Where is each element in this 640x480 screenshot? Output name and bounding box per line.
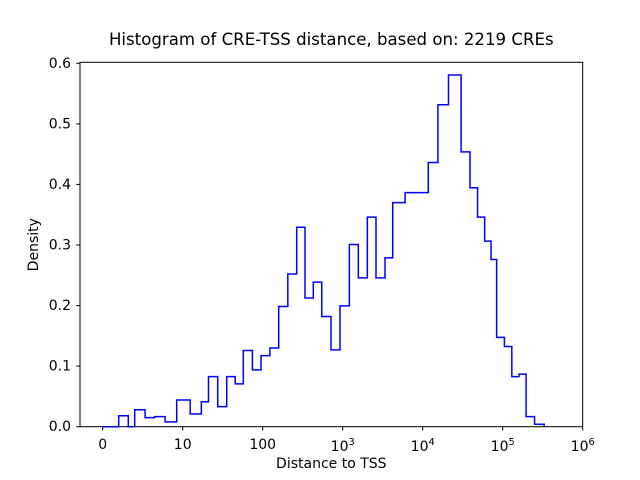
y-tick-label: 0.4 [49, 177, 71, 193]
x-axis-ticks [102, 426, 584, 431]
y-tick-label: 0.2 [49, 298, 71, 314]
plot-area [79, 61, 584, 428]
y-tick-label: 0.6 [49, 56, 71, 72]
histogram-step-line [102, 74, 545, 428]
x-axis-label: Distance to TSS [276, 456, 387, 472]
x-tick-label: 104 [411, 437, 435, 455]
x-tick-label: 10 [174, 437, 192, 453]
x-axis-tick-labels: 0 10 100 103 104 105 106 [98, 437, 594, 455]
x-tick-label: 0 [98, 437, 107, 453]
y-axis-label: Density [26, 218, 42, 271]
plot-title: Histogram of CRE-TSS distance, based on:… [109, 30, 554, 49]
y-tick-label: 0.5 [49, 116, 71, 132]
x-tick-label: 103 [331, 437, 355, 455]
y-tick-label: 0.1 [49, 359, 71, 375]
y-tick-label: 0.3 [49, 238, 71, 254]
y-axis-tick-labels: 0.0 0.1 0.2 0.3 0.4 0.5 0.6 [49, 56, 71, 435]
x-tick-label: 106 [571, 437, 595, 455]
x-tick-label: 105 [491, 437, 515, 455]
y-axis-ticks [76, 62, 80, 428]
x-tick-label: 100 [249, 437, 276, 453]
y-tick-label: 0.0 [49, 419, 71, 435]
